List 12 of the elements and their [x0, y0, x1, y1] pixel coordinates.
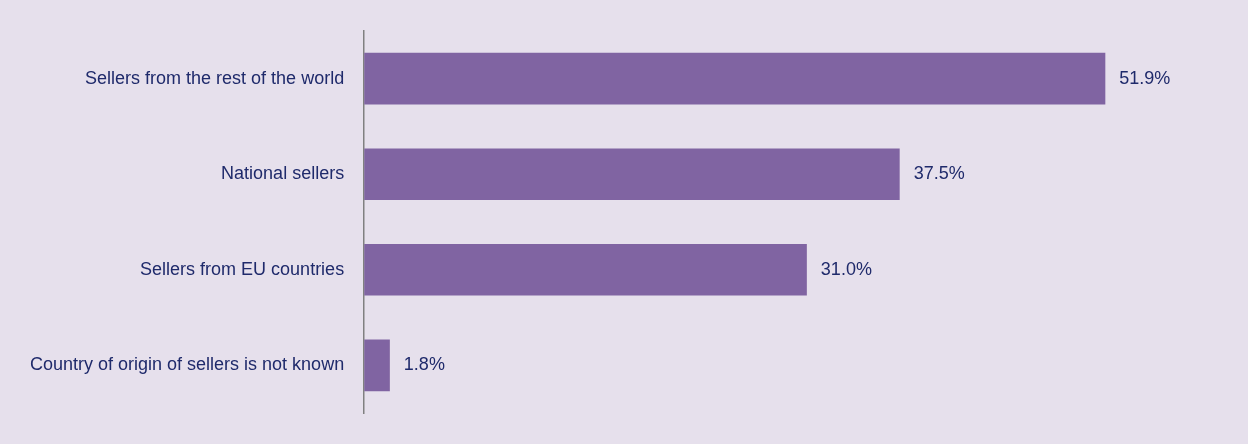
- y-tick-label: Sellers from EU countries: [140, 258, 345, 279]
- y-tick-label: Sellers from the rest of the world: [85, 67, 345, 88]
- bar: [364, 243, 807, 296]
- data-label: 31.0%: [820, 258, 872, 279]
- y-tick-label: Country of origin of sellers is not known: [29, 354, 345, 375]
- data-label: 37.5%: [913, 163, 965, 184]
- data-label: 51.9%: [1119, 67, 1171, 88]
- bar: [364, 148, 900, 201]
- y-tick-label: National sellers: [221, 163, 345, 184]
- data-label: 1.8%: [403, 354, 445, 375]
- bar: [364, 52, 1106, 105]
- bar: [364, 339, 390, 392]
